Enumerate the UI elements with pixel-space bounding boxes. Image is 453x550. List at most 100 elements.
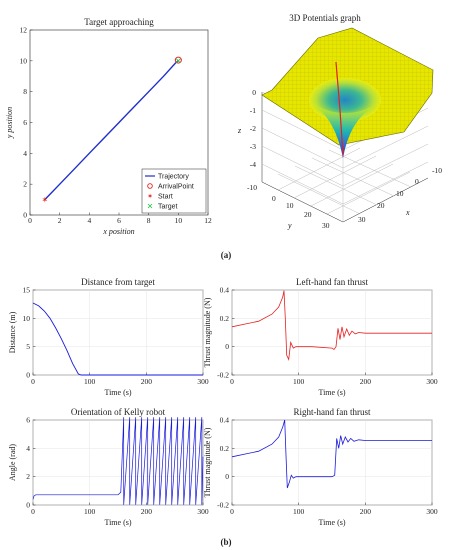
potential3d-xticks: -10 0 10 20 30 bbox=[358, 166, 442, 224]
right_thrust-xtick-label-0: 0 bbox=[230, 507, 234, 516]
right_thrust-ytick-label-2: 0.2 bbox=[220, 444, 230, 453]
right_thrust-plot-area bbox=[231, 419, 433, 506]
ytick-3: 20 bbox=[304, 210, 312, 219]
xtick-1: 0 bbox=[415, 177, 419, 186]
orientation-xtick-label-2: 200 bbox=[141, 507, 153, 516]
right_thrust-xtick-label-2: 200 bbox=[360, 507, 372, 516]
charts-root: 0 2 4 6 8 10 12 0 2 4 6 8 10 12 Target approaching x po… bbox=[5, 17, 438, 527]
chart-potential3d: 3D Potentials graph 0 -1 -2 -3 -4 z -10 … bbox=[237, 13, 442, 230]
potential3d-ylabel: y bbox=[287, 221, 292, 230]
target-title: Target approaching bbox=[84, 17, 154, 27]
trajectory-line bbox=[44, 60, 179, 201]
legend-arrival-label: ArrivalPoint bbox=[158, 184, 194, 191]
orientation-xlabel: Time (s) bbox=[104, 518, 131, 527]
target-legend: Trajectory ArrivalPoint ✶ Start Target bbox=[141, 168, 207, 214]
target-xlabel: x position bbox=[102, 227, 134, 236]
left_thrust-plot-area bbox=[231, 289, 433, 376]
right_thrust-xtick-label-1: 100 bbox=[293, 507, 305, 516]
orientation-ytick-label-2: 4 bbox=[26, 444, 30, 453]
orientation-title: Orientation of Kelly robot bbox=[71, 407, 166, 417]
xtick-4: 30 bbox=[358, 215, 366, 224]
orientation-ytick-label-1: 2 bbox=[26, 472, 30, 481]
distance-line bbox=[32, 302, 203, 376]
left_thrust-ylabel: Thrust magnitude (N) bbox=[203, 297, 212, 367]
xtick-0: -10 bbox=[432, 166, 442, 175]
left_thrust-ytick-label-1: 0 bbox=[225, 342, 229, 351]
legend-start-label: Start bbox=[158, 194, 173, 201]
distance-xlabel: Time (s) bbox=[104, 388, 131, 397]
legend-target-label: Target bbox=[158, 204, 178, 211]
start-marker: ✶ bbox=[41, 196, 48, 205]
orientation-xtick-label-0: 0 bbox=[31, 507, 35, 516]
distance-ylabel: Distance (m) bbox=[8, 311, 17, 353]
caption-b: (b) bbox=[221, 537, 232, 547]
orientation-ytick-label-3: 6 bbox=[26, 416, 30, 425]
chart-target: 0 2 4 6 8 10 12 0 2 4 6 8 10 12 Target approaching x po… bbox=[5, 17, 212, 236]
right_thrust-ytick-label-3: 0.4 bbox=[220, 416, 230, 425]
target-xtick-label-5: 10 bbox=[175, 216, 183, 225]
ytick-0: -10 bbox=[247, 183, 257, 192]
target-xtick-label-4: 8 bbox=[147, 216, 151, 225]
orientation-ylabel: Angle (rad) bbox=[8, 444, 17, 481]
distance-ytick-label-1: 5 bbox=[26, 342, 30, 351]
target-xtick-label-6: 12 bbox=[204, 216, 212, 225]
right-thrust-line bbox=[231, 419, 432, 489]
left_thrust-xtick-label-3: 300 bbox=[426, 377, 438, 386]
target-ytick-label-6: 12 bbox=[20, 26, 28, 35]
ytick-1: 0 bbox=[272, 194, 276, 203]
left_thrust-xlabel: Time (s) bbox=[318, 388, 345, 397]
target-xtick-label-1: 2 bbox=[58, 216, 62, 225]
xtick-3: 20 bbox=[377, 201, 385, 210]
target-ytick-label-4: 8 bbox=[23, 87, 27, 96]
chart-distance: 0 100 200 300 0 5 10 15 Distance from target Time… bbox=[8, 277, 209, 397]
distance-plot-area bbox=[32, 289, 204, 376]
left-thrust-line bbox=[231, 290, 432, 361]
potential-trajectory bbox=[335, 61, 344, 156]
right_thrust-xlabel: Time (s) bbox=[318, 518, 345, 527]
right_thrust-ytick-label-0: -0.2 bbox=[217, 501, 229, 510]
right_thrust-ylabel: Thrust magnitude (N) bbox=[203, 427, 212, 497]
right_thrust-xtick-label-3: 300 bbox=[426, 507, 438, 516]
right_thrust-ytick-label-1: 0 bbox=[225, 472, 229, 481]
legend-trajectory-label: Trajectory bbox=[158, 174, 189, 181]
right_thrust-title: Right-hand fan thrust bbox=[294, 407, 371, 417]
xtick-2: 10 bbox=[396, 189, 404, 198]
distance-xtick-label-0: 0 bbox=[31, 377, 35, 386]
orientation-ytick-label-0: 0 bbox=[26, 501, 30, 510]
target-xtick-label-0: 0 bbox=[28, 216, 32, 225]
potential3d-zlabel: z bbox=[237, 126, 242, 135]
target-marker bbox=[176, 58, 181, 64]
target-xtick-label-3: 6 bbox=[117, 216, 121, 225]
ytick-2: 10 bbox=[286, 201, 294, 210]
orientation-line bbox=[32, 417, 204, 505]
left_thrust-ytick-label-3: 0.4 bbox=[220, 286, 230, 295]
target-ytick-label-3: 6 bbox=[23, 118, 27, 127]
ytick-4: 30 bbox=[322, 221, 330, 230]
zlabel-2: -2 bbox=[250, 124, 256, 133]
legend-target-swatch bbox=[147, 203, 153, 209]
chart-orientation: 0 100 200 300 0 2 4 6 Orientation of Kelly robot… bbox=[8, 407, 209, 527]
left_thrust-xtick-label-0: 0 bbox=[230, 377, 234, 386]
zlabel-4: -4 bbox=[250, 160, 256, 169]
arrival-point-marker bbox=[174, 56, 182, 64]
left_thrust-title: Left-hand fan thrust bbox=[296, 277, 368, 287]
left_thrust-ytick-label-0: -0.2 bbox=[217, 371, 229, 380]
distance-ytick-label-2: 10 bbox=[23, 314, 31, 323]
target-ytick-label-1: 2 bbox=[23, 180, 27, 189]
distance-ytick-label-0: 0 bbox=[26, 371, 30, 380]
left_thrust-ytick-label-2: 0.2 bbox=[220, 314, 230, 323]
potential3d-yticks: -10 0 10 20 30 bbox=[247, 183, 330, 230]
target-ytick-label-5: 10 bbox=[20, 56, 28, 65]
orientation-xtick-label-1: 100 bbox=[84, 507, 96, 516]
left_thrust-xtick-label-1: 100 bbox=[293, 377, 305, 386]
potential-funnel bbox=[312, 104, 378, 158]
distance-xtick-label-2: 200 bbox=[141, 377, 153, 386]
legend-arrival-swatch bbox=[147, 183, 153, 189]
target-ytick-label-2: 4 bbox=[23, 149, 27, 158]
potential3d-title: 3D Potentials graph bbox=[289, 13, 361, 23]
distance-title: Distance from target bbox=[81, 277, 155, 287]
distance-xtick-label-3: 300 bbox=[197, 377, 209, 386]
